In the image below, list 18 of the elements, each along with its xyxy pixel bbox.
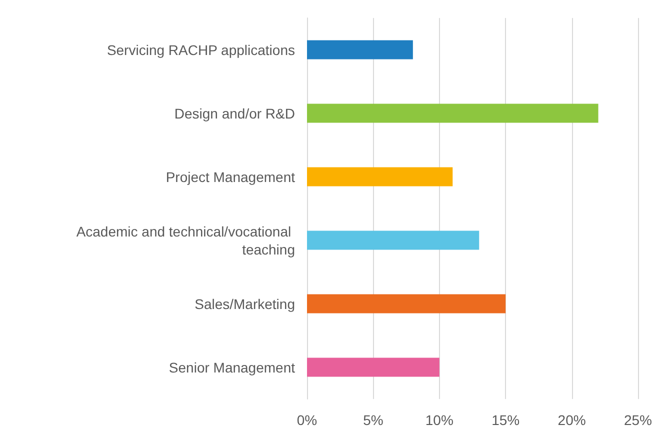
x-tick-label: 20%	[558, 412, 586, 428]
bar	[307, 40, 413, 60]
y-tick-label: Servicing RACHP applications	[106, 42, 295, 58]
x-tick-label: 5%	[363, 412, 384, 428]
bar	[307, 294, 506, 314]
bar	[307, 230, 480, 250]
bar	[307, 104, 598, 123]
y-tick-label: Senior Management	[168, 359, 296, 376]
y-tick-label: Project Management	[166, 168, 296, 185]
bar	[307, 167, 453, 186]
x-tick-label: 15%	[492, 412, 520, 428]
x-tick-label: 10%	[425, 412, 454, 428]
y-tick-label: Academic and technical/vocational teaching	[76, 223, 295, 258]
y-tick-label: Sales/Marketing	[194, 296, 295, 312]
x-tick-label: 25%	[624, 412, 652, 428]
x-tick-label: 0%	[296, 412, 318, 428]
y-tick-label: Design and/or R&D	[174, 105, 295, 122]
bar	[307, 358, 440, 377]
